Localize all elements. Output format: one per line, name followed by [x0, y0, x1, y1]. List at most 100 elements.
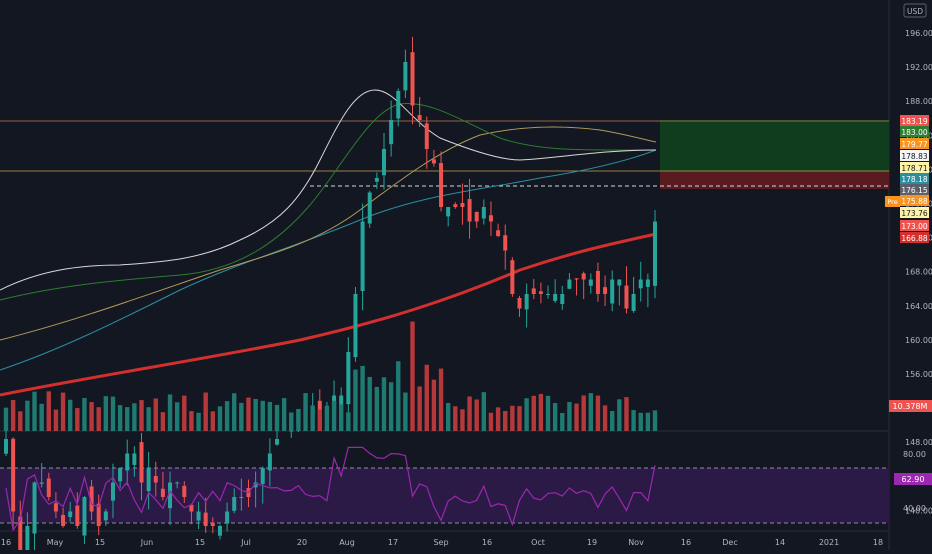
volume-bar: [189, 411, 194, 431]
candle-body: [531, 288, 536, 294]
candle-body: [645, 279, 650, 287]
volume-bar: [196, 412, 201, 431]
rsi-label-bg: [894, 473, 932, 485]
price-label: 173.76: [901, 209, 927, 218]
candle-body: [39, 482, 44, 484]
candle-body: [68, 511, 73, 518]
candle-body: [517, 297, 522, 309]
price-axis-tick: 148.00: [905, 438, 932, 447]
candle-body: [431, 159, 436, 164]
volume-bar: [424, 364, 429, 431]
candle-body: [82, 497, 87, 536]
volume-bar: [239, 402, 244, 431]
volume-bar: [82, 398, 87, 431]
volume-bar: [125, 407, 130, 431]
volume-bar: [531, 395, 536, 431]
candle-body: [189, 504, 194, 512]
candle-body: [110, 482, 115, 501]
candle-body: [275, 439, 280, 445]
time-axis[interactable]: 16 May 15 Jun 15 Jul 20 Aug 17 Sep 16 Oct 19 Nov 16 Dec…: [1, 538, 883, 547]
volume-bar: [403, 392, 408, 431]
volume-bar: [595, 395, 601, 431]
price-axis[interactable]: 196.00192.00188.00184.00180.00176.00172.…: [905, 29, 932, 515]
volume-bar: [253, 399, 258, 431]
price-label-bg: [900, 173, 929, 184]
candle-body: [381, 149, 386, 176]
candle-body: [96, 503, 101, 526]
candle-body: [53, 503, 58, 512]
candle-body: [410, 52, 415, 106]
currency-label: USD: [907, 7, 923, 16]
candle-body: [146, 468, 151, 492]
time-axis-label: Jul: [240, 538, 251, 547]
volume-bar: [139, 400, 144, 431]
time-axis-label: 17: [388, 538, 398, 547]
volume-bar: [417, 386, 422, 431]
price-label-bg: [900, 232, 929, 243]
volume-bar: [617, 399, 622, 431]
price-axis-tick: 168.00: [905, 268, 932, 277]
volume-bar: [488, 412, 494, 431]
candle-body: [103, 511, 108, 521]
candle-body: [631, 294, 636, 311]
candle-body: [160, 488, 165, 497]
volume-bar: [602, 405, 608, 431]
rsi-line: [5, 446, 656, 532]
candle-body: [567, 279, 572, 289]
volume-bar: [246, 397, 251, 431]
time-axis-label: 14: [775, 538, 785, 547]
volume-bar: [474, 399, 479, 431]
volume-bar: [89, 402, 94, 431]
volume-bar: [410, 321, 415, 431]
volume-bar: [631, 410, 636, 431]
candle-body: [203, 512, 208, 526]
candle-body: [417, 115, 422, 120]
currency-badge[interactable]: [903, 3, 927, 18]
volume-bar: [503, 411, 508, 431]
volume-bar: [645, 412, 651, 431]
candle-body: [25, 526, 30, 554]
time-axis-label: 19: [587, 538, 597, 547]
candle-body: [346, 352, 351, 405]
volume-bar: [260, 400, 265, 431]
volume-bar: [360, 365, 365, 431]
volume-label: 10.378M: [893, 402, 928, 411]
position-target-zone[interactable]: [660, 120, 889, 171]
candle-body: [132, 453, 137, 465]
volume-bar: [296, 408, 301, 431]
volume-bar: [453, 406, 458, 431]
volume-bar: [103, 396, 109, 431]
pre-tag: Pre: [887, 198, 897, 206]
volume-bar: [610, 411, 615, 431]
candle-body: [175, 482, 180, 484]
volume-bar: [552, 403, 558, 431]
volume-bar: [460, 409, 465, 431]
candle-body: [538, 291, 543, 294]
time-axis-label: 15: [95, 538, 105, 547]
candle-body: [339, 395, 344, 405]
candle-body: [75, 505, 80, 526]
price-label-bg: [900, 115, 929, 126]
candle-body: [61, 514, 66, 526]
volume-bar: [374, 386, 380, 431]
volume-bar: [381, 377, 387, 431]
volume-bar: [574, 403, 579, 431]
volume-bar: [467, 396, 472, 431]
volume-bar: [174, 402, 180, 431]
candle-body: [125, 453, 130, 471]
candle-body: [225, 511, 230, 524]
candle-body: [182, 485, 187, 497]
time-axis-label: 16: [681, 538, 691, 547]
candle-body: [617, 279, 622, 286]
volume-bar: [438, 368, 444, 431]
price-label: 166.88: [901, 234, 927, 243]
price-axis-tick: 196.00: [905, 29, 932, 38]
position-stop-zone[interactable]: [660, 171, 889, 189]
time-axis-label: 15: [195, 538, 205, 547]
volume-bar: [367, 376, 372, 431]
candle-body: [595, 270, 600, 294]
candle-body: [374, 178, 379, 182]
price-axis-tick: 156.00: [905, 370, 932, 379]
